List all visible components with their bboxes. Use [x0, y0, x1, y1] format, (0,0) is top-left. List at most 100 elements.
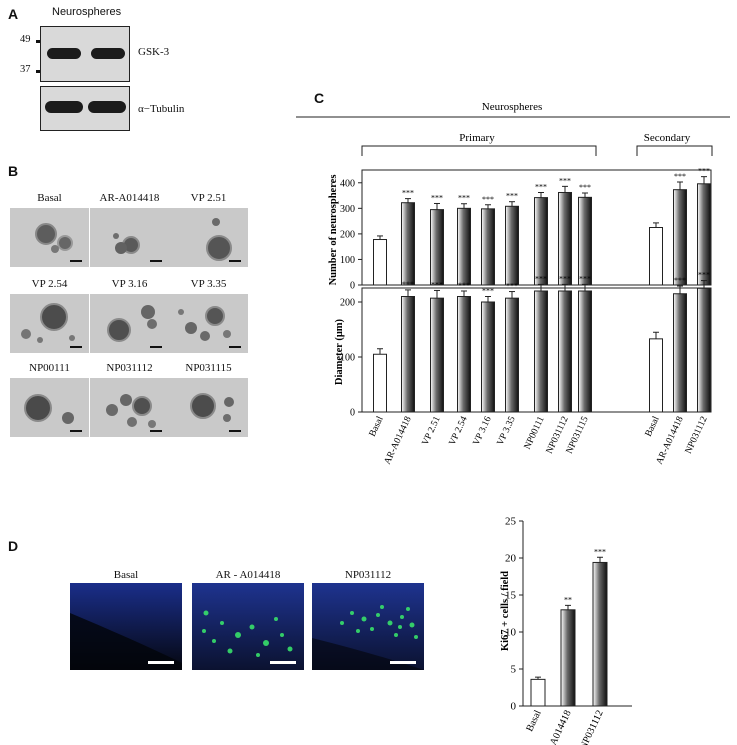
significance-label: *** — [482, 287, 494, 296]
ki67-cell — [202, 629, 206, 633]
tile-caption: NP031112 — [106, 362, 153, 374]
micrograph-ar-a014418 — [90, 208, 169, 267]
scale-bar — [148, 661, 174, 664]
significance-label: *** — [698, 271, 710, 280]
ki67-cell — [249, 624, 255, 630]
x-tick-label: AR-A014418 — [541, 709, 574, 745]
ki67-cell — [227, 648, 233, 654]
ki67-cell — [212, 639, 216, 643]
ki67-cell — [409, 622, 415, 628]
micrograph-vp-3-35 — [169, 294, 248, 353]
scale-bar — [229, 430, 241, 432]
micrograph-np031115 — [169, 378, 248, 437]
significance-label: *** — [458, 281, 470, 290]
x-tick-label: NP031112 — [578, 709, 606, 745]
panel-label-c: C — [314, 90, 325, 106]
ki67-cell — [203, 610, 209, 616]
y-tick-label: 200 — [340, 229, 355, 240]
bar — [560, 609, 576, 707]
significance-label: *** — [559, 274, 571, 283]
tile-caption: VP 2.54 — [31, 278, 68, 290]
ki67-cell — [256, 653, 260, 657]
group-bracket-secondary — [636, 145, 713, 156]
mw-marker-37: 37 — [20, 64, 31, 75]
tile-caption: VP 3.35 — [190, 278, 227, 290]
chart-number-of-neurospheres: 0 100 200 300 400 *** *** *** *** *** *** *** *** ***… — [340, 167, 711, 292]
panel-label-a: A — [8, 6, 19, 22]
blot-gsk3 — [40, 26, 130, 82]
significance-label: *** — [402, 189, 414, 198]
group-label-primary: Primary — [459, 132, 495, 144]
group-bracket-primary — [361, 145, 597, 156]
fluorescence-ar-a014418 — [192, 583, 304, 670]
y-tick-label: 20 — [505, 553, 517, 565]
significance-label: *** — [506, 282, 518, 291]
scale-bar — [270, 661, 296, 664]
tile-caption: AR-A014418 — [99, 192, 160, 204]
y-axis-label-diameter: Diameter (μm) — [334, 318, 345, 385]
ki67-cell — [350, 611, 354, 615]
significance-label: *** — [594, 547, 606, 556]
scale-bar — [150, 430, 162, 432]
blot-band — [88, 101, 126, 113]
scale-bar — [70, 260, 82, 262]
mw-marker-49: 49 — [20, 34, 31, 45]
significance-label: *** — [559, 176, 571, 185]
significance-label: *** — [458, 194, 470, 203]
panel-label-b: B — [8, 163, 19, 179]
fluorescence-basal — [70, 583, 182, 670]
tile-caption: VP 2.51 — [190, 192, 227, 204]
scale-bar — [229, 260, 241, 262]
significance-label: *** — [579, 183, 591, 192]
micrograph-basal — [10, 208, 89, 267]
y-tick-label: 100 — [340, 353, 355, 364]
ki67-cell — [380, 605, 384, 609]
y-tick-label: 25 — [505, 516, 517, 528]
significance-label: ** — [564, 595, 572, 604]
ki67-cell — [235, 632, 241, 638]
ki67-cell — [406, 607, 410, 611]
tile-caption: NP031115 — [185, 362, 232, 374]
tile-caption: NP00111 — [29, 362, 70, 374]
y-tick-label: 10 — [505, 627, 517, 639]
y-tick-label: 15 — [505, 590, 517, 602]
tile-caption: Basal — [37, 192, 62, 204]
ki67-cell — [387, 620, 393, 626]
significance-label: *** — [431, 193, 443, 202]
blot-band — [45, 101, 83, 113]
y-tick-label: 5 — [511, 664, 517, 676]
blot-tubulin — [40, 86, 130, 131]
significance-label: *** — [506, 192, 518, 201]
scale-bar — [150, 260, 162, 262]
blot-row-label-gsk3: GSK-3 — [138, 46, 170, 58]
significance-label: *** — [402, 280, 414, 289]
ki67-cell — [356, 629, 360, 633]
ki67-cell — [263, 640, 269, 646]
scale-bar — [150, 346, 162, 348]
y-tick-label: 400 — [340, 178, 355, 189]
chart-ki67: 0 5 10 15 20 25 Basal ** AR-A014418 *** NP031112 — [505, 516, 632, 745]
y-tick-label: 0 — [350, 281, 355, 292]
y-tick-label: 0 — [350, 408, 355, 419]
significance-label: *** — [579, 274, 591, 283]
ki67-cell — [400, 615, 404, 619]
scale-bar — [70, 430, 82, 432]
y-tick-label: 0 — [511, 701, 517, 713]
y-tick-label: 200 — [340, 298, 355, 309]
blot-row-label-tubulin: α−Tubulin — [138, 103, 185, 115]
ki67-cell — [398, 625, 402, 629]
image-caption: AR - A014418 — [215, 569, 281, 581]
ki67-cell — [370, 627, 374, 631]
chart-diameter: 0 100 200 *** *** *** *** *** *** *** *** *** *** — [340, 271, 711, 419]
micrograph-np00111 — [10, 378, 89, 437]
ki67-cell — [361, 616, 367, 622]
micrograph-np031112 — [90, 378, 169, 437]
micrograph-vp-2-51 — [169, 208, 248, 267]
bar — [592, 561, 608, 707]
bar — [530, 678, 546, 707]
blot-band — [47, 48, 81, 59]
panel-label-d: D — [8, 538, 19, 554]
ki67-cell — [274, 617, 278, 621]
ki67-cell — [414, 635, 418, 639]
